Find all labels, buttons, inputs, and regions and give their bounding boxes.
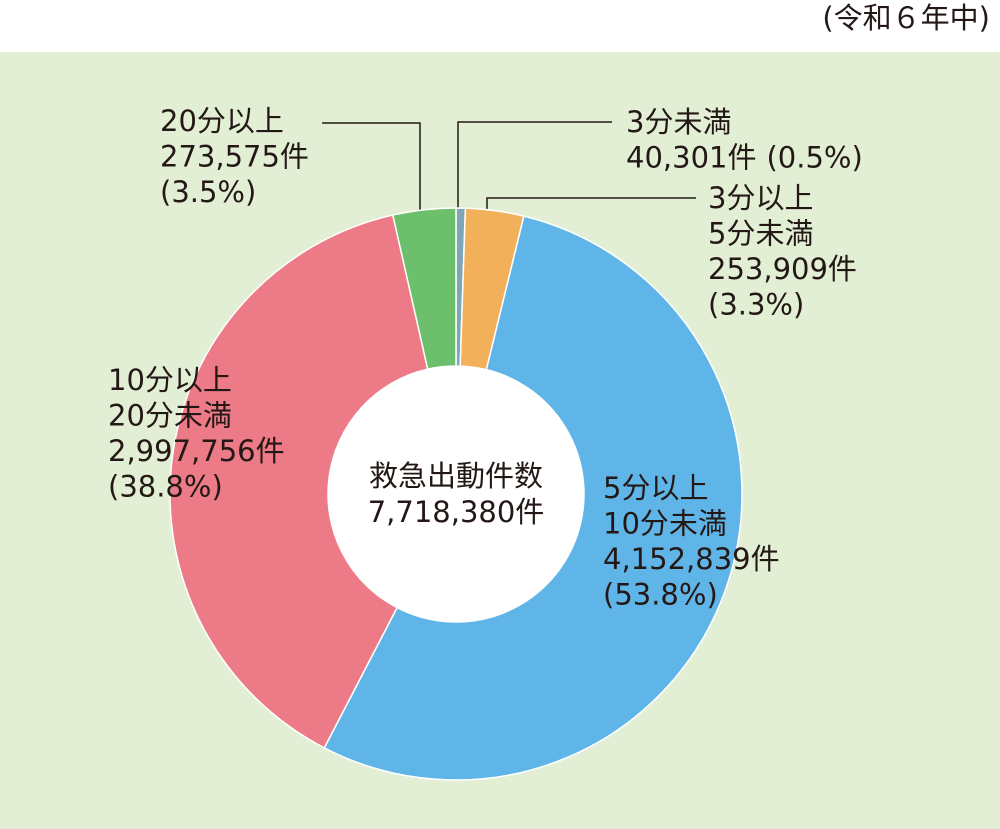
donut-hole [328, 366, 584, 622]
subtitle: (令和６年中) [822, 1, 990, 35]
percent-label: (53.8%) [603, 578, 718, 612]
center-title: 救急出動件数 [369, 459, 543, 493]
leader-line [322, 122, 421, 212]
category-label: 5分未満 [708, 217, 813, 251]
leader-line [486, 197, 696, 212]
category-label: 10分以上 [108, 363, 232, 397]
category-label: 3分以上 [708, 181, 813, 215]
category-label: 3分未満 [626, 105, 731, 139]
donut-segment [169, 214, 429, 749]
percent-label: (38.8%) [108, 470, 223, 504]
value-label: 253,909件 [708, 252, 857, 286]
category-label: 5分以上 [603, 471, 708, 505]
category-label: 20分未満 [108, 399, 232, 433]
category-label: 10分未満 [603, 507, 727, 541]
value-label: 4,152,839件 [603, 542, 780, 576]
value-label: 40,301件 [626, 141, 756, 175]
percent-label: (3.5%) [160, 175, 256, 209]
percent-label: (3.3%) [708, 288, 804, 322]
center-total: 7,718,380件 [368, 495, 545, 529]
leader-line [457, 121, 612, 212]
percent-label: (0.5%) [766, 141, 862, 175]
value-label: 2,997,756件 [108, 434, 285, 468]
value-label: 273,575件 [160, 140, 309, 174]
category-label: 20分以上 [160, 104, 284, 138]
